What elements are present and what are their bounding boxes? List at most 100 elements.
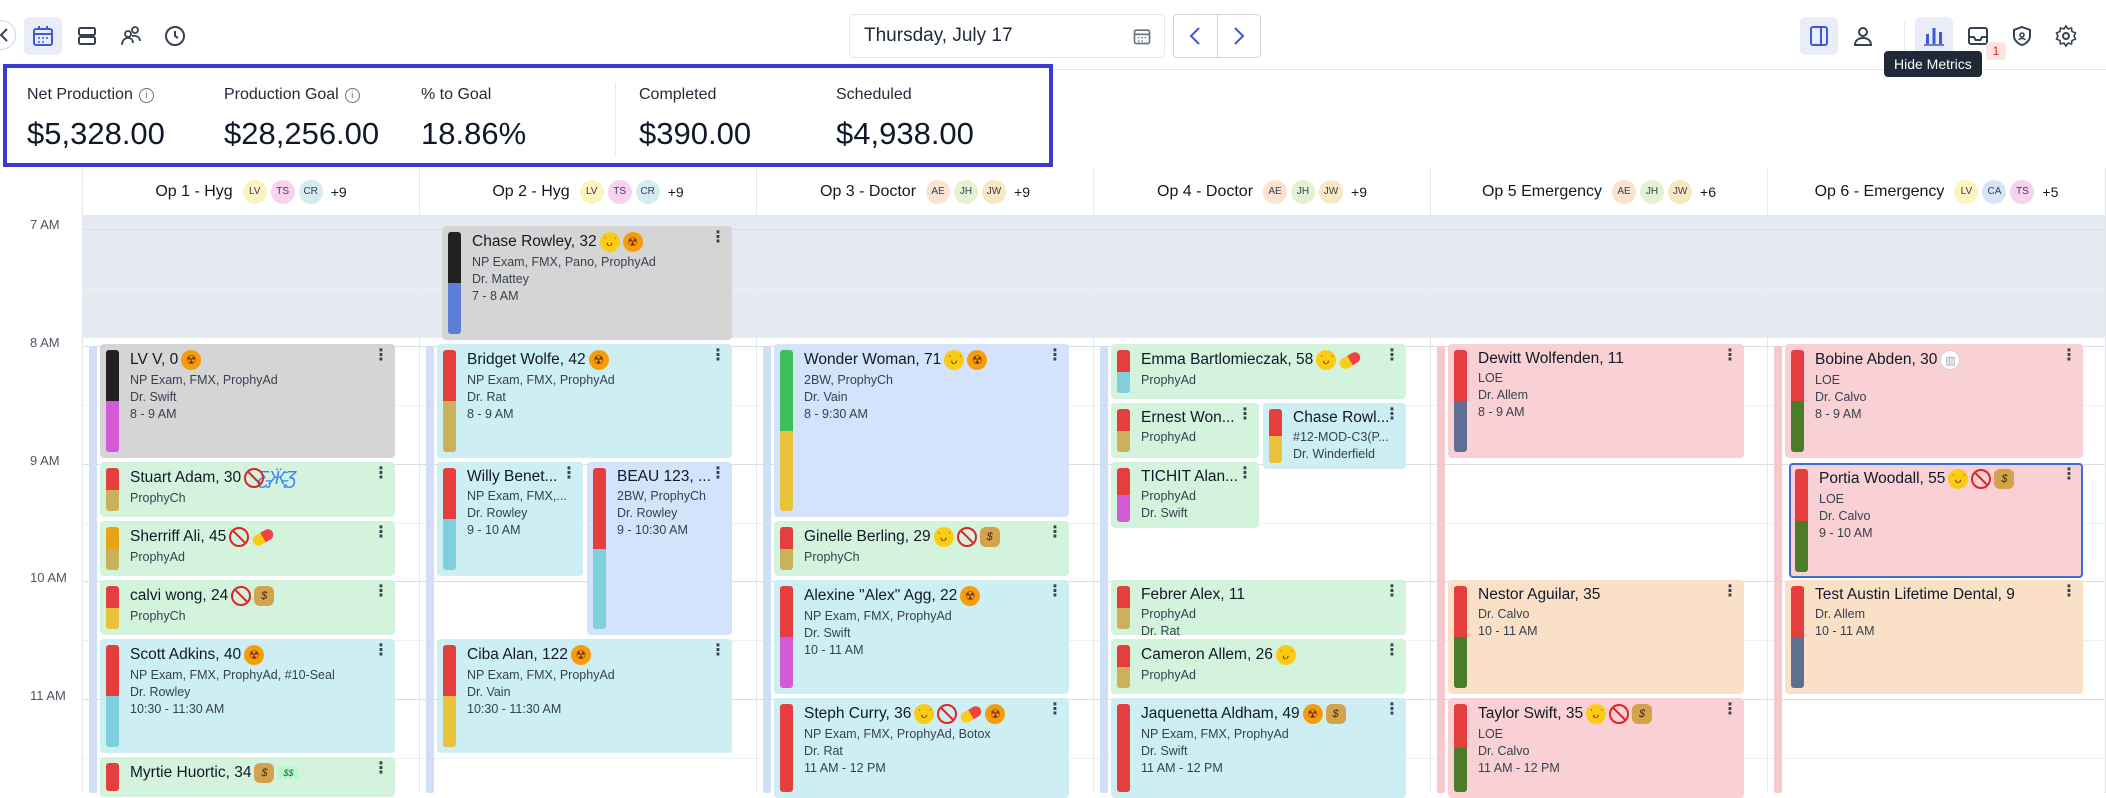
info-icon[interactable]: i <box>344 87 360 103</box>
appointment-card[interactable]: TICHIT Alan... ProphyAd Dr. Swift ⋮ <box>1111 462 1259 528</box>
more-options-icon[interactable]: ⋮ <box>710 642 726 659</box>
patient-name: Bridget Wolfe, 42 <box>467 351 586 368</box>
security-button[interactable] <box>2003 17 2041 55</box>
column-header-op3[interactable]: Op 3 - Doctor AE JH JW +9 <box>757 168 1094 216</box>
more-staff-count: +5 <box>2042 183 2059 200</box>
next-day-button[interactable] <box>1218 15 1261 57</box>
appointment-card[interactable]: Bobine Abden, 30 ▥ LOE Dr. Calvo 8 - 9 AM… <box>1785 344 2083 458</box>
appointment-card[interactable]: Nestor Aguilar, 35 Dr. Calvo 10 - 11 AM … <box>1448 580 1744 694</box>
toolbar: Thursday, July 17 1 Hide Metrics <box>0 0 2106 77</box>
column-header-op4[interactable]: Op 4 - Doctor AE JH JW +9 <box>1094 168 1431 216</box>
column-header-op1[interactable]: Op 1 - Hyg LV TS CR +9 <box>82 168 420 216</box>
appointment-card[interactable]: Stuart Adam, 30 Ƹ̵̡Ӝ̵̨̄Ʒ ProphyCh ⋮ <box>100 462 395 517</box>
appointment-card[interactable]: Willy Benet... NP Exam, FMX,... Dr. Rowl… <box>437 462 583 576</box>
more-options-icon[interactable]: ⋮ <box>373 583 389 600</box>
inbox-button[interactable] <box>1959 17 1997 55</box>
appointment-card[interactable]: Taylor Swift, 35 ˙ᴗ˙ $ LOE Dr. Calvo 11 AM… <box>1448 698 1744 798</box>
appointment-card[interactable]: Ginelle Berling, 29 ˙ᴗ˙ $ ProphyCh ⋮ <box>774 521 1069 576</box>
column-header-op5[interactable]: Op 5 Emergency AE JH JW +6 <box>1431 168 1768 216</box>
more-options-icon[interactable]: ⋮ <box>373 642 389 659</box>
provider-button[interactable] <box>1844 17 1882 55</box>
appointment-card[interactable]: Febrer Alex, 11 ProphyAd Dr. Rat ⋮ <box>1111 580 1406 635</box>
patient-name: Chase Rowley, 32 <box>472 233 597 250</box>
more-options-icon[interactable]: ⋮ <box>1237 406 1253 423</box>
appointment-card[interactable]: Emma Bartlomieczak, 58 ˙ᴗ˙ ProphyAd ⋮ <box>1111 344 1406 399</box>
more-options-icon[interactable]: ⋮ <box>1384 701 1400 718</box>
avatar: TS <box>607 179 632 204</box>
avatar: CA <box>1982 179 2007 204</box>
smirk-emoji-icon: ˙ᴗ˙ <box>599 232 620 252</box>
appointment-card[interactable]: Chase Rowley, 32 ˙ᴗ˙ ☢ NP Exam, FMX, Pano,… <box>442 226 732 340</box>
collapse-sidebar-button[interactable] <box>0 20 16 50</box>
column-header-op6[interactable]: Op 6 - Emergency LV CA TS +5 <box>1768 168 2106 216</box>
appointment-card[interactable]: Scott Adkins, 40 ☢ NP Exam, FMX, ProphyAd… <box>100 639 395 753</box>
time-range: 11 AM - 12 PM <box>1141 761 1223 775</box>
appointment-card[interactable]: Ernest Won... ProphyAd ⋮ <box>1111 403 1259 458</box>
settings-button[interactable] <box>2047 17 2085 55</box>
more-options-icon[interactable]: ⋮ <box>373 465 389 482</box>
more-options-icon[interactable]: ⋮ <box>1047 701 1063 718</box>
column-header-op2[interactable]: Op 2 - Hyg LV TS CR +9 <box>420 168 757 216</box>
more-options-icon[interactable]: ⋮ <box>1384 347 1400 364</box>
appointment-card[interactable]: Ciba Alan, 122 ☢ NP Exam, FMX, ProphyAd D… <box>437 639 732 753</box>
more-options-icon[interactable]: ⋮ <box>561 465 577 482</box>
team-view-button[interactable] <box>112 17 150 55</box>
more-options-icon[interactable]: ⋮ <box>2061 466 2077 483</box>
procedures: ProphyAd <box>1141 373 1196 387</box>
more-options-icon[interactable]: ⋮ <box>373 524 389 541</box>
appointment-card[interactable]: Wonder Woman, 71 ˙ᴗ˙ ☢ 2BW, ProphyCh Dr. V… <box>774 344 1069 517</box>
appointment-card-selected[interactable]: Portia Woodall, 55 ˙ᴗ˙ $ LOE Dr. Calvo 9 -… <box>1789 463 2083 578</box>
appointment-card[interactable]: Sherriff Ali, 45 ProphyAd ⋮ <box>100 521 395 576</box>
patient-name: Nestor Aguilar, 35 <box>1478 586 1601 603</box>
history-button[interactable] <box>156 17 194 55</box>
more-options-icon[interactable]: ⋮ <box>1047 347 1063 364</box>
metric-label: Scheduled <box>836 86 912 103</box>
more-options-icon[interactable]: ⋮ <box>1722 701 1738 718</box>
appointment-card[interactable]: Myrtie Huortic, 34 $ $$ ⋮ <box>100 757 395 797</box>
procedures: LOE <box>1819 492 1845 506</box>
patient-name: Dewitt Wolfenden, 11 <box>1478 350 1624 367</box>
appointment-card[interactable]: Bridget Wolfe, 42 ☢ NP Exam, FMX, ProphyA… <box>437 344 732 458</box>
more-options-icon[interactable]: ⋮ <box>373 760 389 777</box>
time-label: 8 AM <box>30 335 60 350</box>
more-options-icon[interactable]: ⋮ <box>710 347 726 364</box>
appointment-card[interactable]: calvi wong, 24 $ ProphyCh ⋮ <box>100 580 395 635</box>
previous-day-button[interactable] <box>1174 15 1218 57</box>
list-view-button[interactable] <box>68 17 106 55</box>
more-options-icon[interactable]: ⋮ <box>1047 524 1063 541</box>
appointment-card[interactable]: Jaquenetta Aldham, 49 ☢ $ NP Exam, FMX, Pr… <box>1111 698 1406 798</box>
column-title: Op 4 - Doctor <box>1157 182 1254 200</box>
appointment-card[interactable]: Chase Rowl... #12-MOD-C3(P... Dr. Winder… <box>1263 403 1406 469</box>
bar-chart-icon <box>1924 28 1944 46</box>
appointment-card[interactable]: Test Austin Lifetime Dental, 9 Dr. Allem… <box>1785 580 2083 694</box>
appointment-card[interactable]: Cameron Allem, 26 ˙ᴗ˙ ProphyAd ⋮ <box>1111 639 1406 694</box>
more-options-icon[interactable]: ⋮ <box>710 465 726 482</box>
calendar-view-button[interactable] <box>24 17 62 55</box>
procedures: ProphyAd <box>1141 607 1196 621</box>
more-options-icon[interactable]: ⋮ <box>2061 583 2077 600</box>
more-options-icon[interactable]: ⋮ <box>1722 347 1738 364</box>
more-options-icon[interactable]: ⋮ <box>1384 583 1400 600</box>
appointment-card[interactable]: Alexine "Alex" Agg, 22 ☢ NP Exam, FMX, Pr… <box>774 580 1069 694</box>
appointment-card[interactable]: LV V, 0 ☢ NP Exam, FMX, ProphyAd Dr. Swif… <box>100 344 395 458</box>
more-options-icon[interactable]: ⋮ <box>1237 465 1253 482</box>
info-icon[interactable]: i <box>138 87 154 103</box>
procedures: LOE <box>1815 373 1841 387</box>
date-picker[interactable]: Thursday, July 17 <box>849 14 1165 58</box>
more-options-icon[interactable]: ⋮ <box>2061 347 2077 364</box>
more-options-icon[interactable]: ⋮ <box>1384 642 1400 659</box>
side-panel-button[interactable] <box>1800 17 1838 55</box>
more-options-icon[interactable]: ⋮ <box>373 347 389 364</box>
patient-name: Bobine Abden, 30 <box>1815 351 1938 368</box>
appointment-card[interactable]: Dewitt Wolfenden, 11 LOE Dr. Allem 8 - 9… <box>1448 344 1744 458</box>
appointment-card[interactable]: BEAU 123, ... 2BW, ProphyCh Dr. Rowley 9… <box>587 462 732 635</box>
metrics-toggle-button[interactable] <box>1915 17 1953 55</box>
more-options-icon[interactable]: ⋮ <box>1047 583 1063 600</box>
more-options-icon[interactable]: ⋮ <box>1384 406 1400 423</box>
more-options-icon[interactable]: ⋮ <box>1722 583 1738 600</box>
appointment-card[interactable]: Steph Curry, 36 ˙ᴗ˙ ☢ NP Exam, FMX, Prophy… <box>774 698 1069 798</box>
more-options-icon[interactable]: ⋮ <box>710 229 726 246</box>
metric-label: Completed <box>639 86 717 103</box>
time-range: 11 AM - 12 PM <box>1478 761 1560 775</box>
procedures: #12-MOD-C3(P... <box>1293 430 1389 444</box>
